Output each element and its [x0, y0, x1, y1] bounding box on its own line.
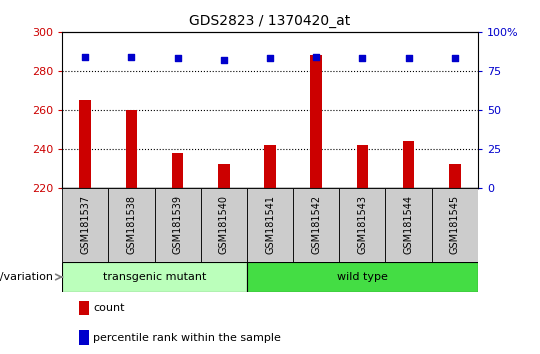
- Bar: [247, 262, 478, 292]
- Text: GSM181537: GSM181537: [80, 195, 90, 255]
- Bar: [62, 262, 247, 292]
- Bar: [218, 164, 230, 188]
- Bar: [79, 330, 89, 345]
- Bar: [126, 110, 137, 188]
- Bar: [247, 188, 293, 262]
- Text: genotype/variation: genotype/variation: [0, 272, 57, 282]
- Bar: [293, 188, 339, 262]
- Bar: [431, 188, 478, 262]
- Bar: [62, 188, 109, 262]
- Point: [404, 56, 413, 61]
- Bar: [109, 188, 154, 262]
- Text: GSM181542: GSM181542: [311, 195, 321, 255]
- Bar: [339, 188, 386, 262]
- Bar: [79, 301, 89, 315]
- Point: [127, 54, 136, 59]
- Point: [219, 57, 228, 63]
- Point: [358, 56, 367, 61]
- Text: GSM181545: GSM181545: [450, 195, 460, 255]
- Bar: [201, 188, 247, 262]
- Text: transgenic mutant: transgenic mutant: [103, 272, 206, 282]
- Bar: [79, 100, 91, 188]
- Text: GSM181544: GSM181544: [403, 195, 414, 254]
- Bar: [172, 153, 184, 188]
- Text: wild type: wild type: [337, 272, 388, 282]
- Text: GSM181540: GSM181540: [219, 195, 229, 254]
- Point: [312, 54, 321, 59]
- Text: GSM181543: GSM181543: [357, 195, 367, 254]
- Point: [450, 56, 459, 61]
- Bar: [356, 145, 368, 188]
- Title: GDS2823 / 1370420_at: GDS2823 / 1370420_at: [190, 14, 350, 28]
- Text: GSM181539: GSM181539: [173, 195, 183, 254]
- Point: [173, 56, 182, 61]
- Text: count: count: [93, 303, 125, 313]
- Text: GSM181538: GSM181538: [126, 195, 137, 254]
- Point: [266, 56, 274, 61]
- Bar: [403, 141, 414, 188]
- Text: GSM181541: GSM181541: [265, 195, 275, 254]
- Bar: [310, 55, 322, 188]
- Point: [81, 54, 90, 59]
- Bar: [154, 188, 201, 262]
- Bar: [386, 188, 431, 262]
- Text: percentile rank within the sample: percentile rank within the sample: [93, 333, 281, 343]
- Bar: [264, 145, 276, 188]
- Bar: [449, 164, 461, 188]
